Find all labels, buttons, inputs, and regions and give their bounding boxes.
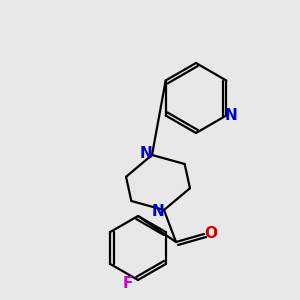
Text: O: O — [205, 226, 218, 242]
Text: N: N — [152, 205, 164, 220]
Text: N: N — [140, 146, 152, 160]
Text: N: N — [225, 108, 238, 123]
Text: F: F — [123, 277, 133, 292]
